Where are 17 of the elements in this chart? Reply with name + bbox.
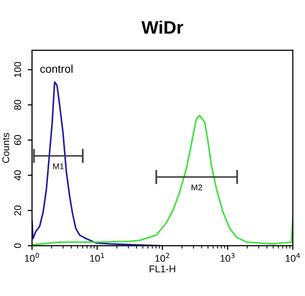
y-tick-label: 60 bbox=[14, 135, 22, 145]
x-tick-label: 10$^{4}$ bbox=[286, 253, 300, 262]
y-tick-label: 80 bbox=[14, 100, 22, 110]
annotation: control bbox=[40, 64, 72, 73]
x-tick-label: 10$^{1}$ bbox=[90, 253, 104, 262]
annotation: M2 bbox=[192, 184, 202, 190]
y-tick-label: 100 bbox=[14, 62, 22, 78]
x-tick-label: 10$^{2}$ bbox=[155, 252, 170, 262]
annotation: M1 bbox=[53, 163, 64, 170]
y-tick-label: 20 bbox=[14, 205, 22, 216]
x-tick-label: 10$^{0}$ bbox=[24, 252, 40, 262]
y-axis-title: Counts bbox=[2, 132, 10, 163]
chart-title: WiDr bbox=[141, 20, 184, 34]
y-tick-label: 40 bbox=[14, 170, 22, 180]
x-axis-title: FL1-H bbox=[150, 266, 176, 272]
x-tick-label: 10$^{3}$ bbox=[220, 252, 235, 262]
y-tick-label: 0 bbox=[14, 243, 22, 248]
